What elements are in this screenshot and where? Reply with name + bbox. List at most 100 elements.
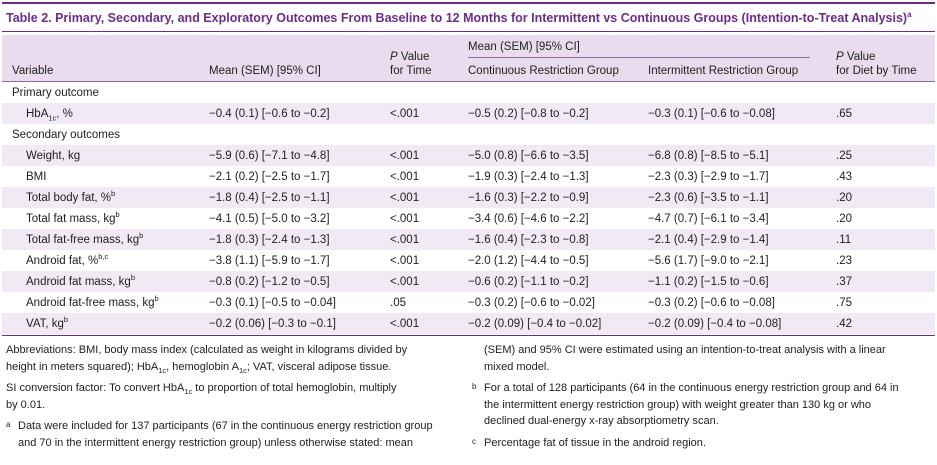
footnote-b-line-2: the intermittent energy restriction grou…	[484, 398, 872, 411]
outcomes-table: Variable Mean (SEM) [95% CI] P Value for…	[2, 35, 935, 336]
si-sub: 1c	[184, 387, 193, 397]
row-continuous: −5.0 (0.8) [−6.6 to −3.5]	[468, 150, 589, 162]
header-p-time-p: P	[390, 51, 398, 63]
row-variable: Android fat-free mass, kgb	[26, 295, 159, 310]
table-row: Android fat-free mass, kgb −0.3 (0.1) [−…	[2, 292, 935, 313]
row-p-time: <.001	[390, 192, 420, 204]
table-row: Total fat-free mass, kgb −1.8 (0.3) [−2.…	[2, 229, 935, 250]
row-intermittent: −1.1 (0.2) [−1.5 to −0.6]	[648, 276, 769, 288]
header-p-diet-value: Value	[846, 51, 876, 63]
row-p-time: .05	[390, 297, 406, 309]
section-secondary-label: Secondary outcomes	[12, 129, 121, 141]
row-footnote: b,c	[98, 252, 109, 262]
footnote-b-text: For a total of 128 participants (64 in t…	[484, 380, 899, 430]
table-header: Variable Mean (SEM) [95% CI] P Value for…	[2, 35, 935, 81]
table-row: HbA1c, % −0.4 (0.1) [−0.6 to −0.2] <.001…	[2, 103, 935, 124]
row-continuous: −0.5 (0.2) [−0.8 to −0.2]	[468, 108, 589, 120]
row-p-diet: .43	[836, 171, 852, 183]
row-intermittent: −2.1 (0.4) [−2.9 to −1.4]	[648, 234, 769, 246]
abbrev-line-2b: , hemoglobin A	[166, 360, 239, 373]
footnote-a-marker: a	[6, 420, 11, 429]
footnote-a: a Data were included for 137 participant…	[6, 418, 466, 451]
row-continuous: −0.6 (0.2) [−1.1 to −0.2]	[468, 276, 589, 288]
row-continuous: −0.3 (0.2) [−0.6 to −0.02]	[468, 297, 595, 309]
header-group-mean: Mean (SEM) [95% CI]	[468, 41, 580, 53]
table-title-text: Table 2. Primary, Secondary, and Explora…	[6, 11, 908, 25]
abbrev-sub-2: 1c	[238, 365, 247, 375]
row-mean: −0.8 (0.2) [−1.2 to −0.5]	[209, 276, 330, 288]
footnote-a-line-2: and 70 in the intermittent energy restri…	[18, 436, 413, 449]
table-row: Android fat, %b,c −3.8 (1.1) [−5.9 to −1…	[2, 250, 935, 271]
abbrev-line-1: Abbreviations: BMI, body mass index (cal…	[6, 344, 408, 356]
abbrev-line-2c: ; VAT, visceral adipose tissue.	[246, 360, 392, 373]
row-mean: −2.1 (0.2) [−2.5 to −1.7]	[209, 171, 330, 183]
row-p-time: <.001	[390, 255, 420, 267]
footnote-b-line-3: declined dual-energy x-ray absorptiometr…	[484, 415, 719, 427]
row-continuous: −1.9 (0.3) [−2.4 to −1.3]	[468, 171, 589, 183]
row-variable: Total body fat, %b	[26, 190, 115, 205]
table-title: Table 2. Primary, Secondary, and Explora…	[2, 2, 935, 32]
row-continuous: −1.6 (0.3) [−2.2 to −0.9]	[468, 192, 589, 204]
row-p-diet: .25	[836, 150, 852, 162]
row-sub: 1c	[48, 113, 57, 123]
row-intermittent: −2.3 (0.6) [−3.5 to −1.1]	[648, 192, 769, 204]
row-mean: −1.8 (0.4) [−2.5 to −1.1]	[209, 192, 330, 204]
row-name: Android fat, %	[26, 255, 99, 267]
row-footnote: b	[139, 231, 144, 241]
header-continuous: Continuous Restriction Group	[468, 65, 619, 77]
row-intermittent: −5.6 (1.7) [−9.0 to −2.1]	[648, 255, 769, 267]
si-line-1a: SI conversion factor: To convert HbA	[6, 382, 185, 394]
row-name: Total fat mass, kg	[26, 213, 116, 225]
row-mean: −1.8 (0.3) [−2.4 to −1.3]	[209, 234, 330, 246]
si-line-2: by 0.01.	[6, 398, 46, 411]
row-name: VAT, kg	[26, 318, 64, 330]
table-row: VAT, kgb −0.2 (0.06) [−0.3 to −0.1] <.00…	[2, 313, 935, 334]
footnote-b-line-1: For a total of 128 participants (64 in t…	[484, 382, 899, 394]
row-p-diet: .37	[836, 276, 852, 288]
header-intermittent: Intermittent Restriction Group	[648, 65, 799, 77]
header-variable: Variable	[12, 65, 54, 77]
row-continuous: −2.0 (1.2) [−4.4 to −0.5]	[468, 255, 589, 267]
table-row: Total fat mass, kgb −4.1 (0.5) [−5.0 to …	[2, 208, 935, 229]
header-p-time-value: Value	[400, 51, 430, 63]
row-p-time: <.001	[390, 234, 420, 246]
table-bottom-rule	[2, 335, 935, 336]
row-mean: −5.9 (0.6) [−7.1 to −4.8]	[209, 150, 330, 162]
footnote-a-line-1: Data were included for 137 participants …	[18, 420, 433, 432]
footnote-c-line-1: Percentage fat of tissue in the android …	[484, 436, 706, 449]
table-row: Total body fat, %b −1.8 (0.4) [−2.5 to −…	[2, 187, 935, 208]
header-mean: Mean (SEM) [95% CI]	[209, 65, 321, 77]
row-name: HbA	[26, 108, 49, 120]
row-p-diet: .20	[836, 192, 852, 204]
row-variable: VAT, kgb	[26, 315, 69, 331]
header-p-diet: P Value for Diet by Time	[836, 50, 917, 78]
row-intermittent: −4.7 (0.7) [−6.1 to −3.4]	[648, 213, 769, 225]
row-variable: HbA1c, %	[26, 107, 73, 123]
footnote-a-line-4: mixed model.	[484, 360, 550, 373]
title-footnote-marker: a	[907, 9, 912, 19]
row-variable: Total fat mass, kgb	[26, 211, 120, 226]
row-intermittent: −0.3 (0.1) [−0.6 to −0.08]	[648, 108, 775, 120]
header-group-divider	[468, 57, 810, 58]
abbrev-line-2a: height in meters squared); HbA	[6, 360, 159, 373]
row-intermittent: −0.2 (0.09) [−0.4 to −0.08]	[648, 318, 782, 330]
row-name: Total body fat, %	[26, 192, 112, 204]
row-mean: −0.4 (0.1) [−0.6 to −0.2]	[209, 108, 330, 120]
row-p-time: <.001	[390, 171, 420, 183]
footnote-c: c Percentage fat of tissue in the androi…	[472, 435, 934, 452]
footnote-b-marker: b	[472, 382, 477, 391]
footnotes-left: Abbreviations: BMI, body mass index (cal…	[6, 342, 466, 451]
section-primary-label: Primary outcome	[12, 87, 99, 99]
row-p-time: <.001	[390, 318, 420, 330]
header-p-time-for: for Time	[390, 65, 432, 77]
row-p-diet: .20	[836, 213, 852, 225]
row-p-diet: .42	[836, 318, 852, 330]
row-mean: −4.1 (0.5) [−5.0 to −3.2]	[209, 213, 330, 225]
row-variable: Android fat, %b,c	[26, 252, 109, 268]
footnote-a-continued: (SEM) and 95% CI were estimated using an…	[472, 342, 934, 375]
header-p-diet-for: for Diet by Time	[836, 65, 917, 77]
footnote-a-text: Data were included for 137 participants …	[18, 418, 433, 451]
row-footnote: b	[63, 315, 69, 325]
table-row: Weight, kg −5.9 (0.6) [−7.1 to −4.8] <.0…	[2, 145, 935, 166]
row-intermittent: −2.3 (0.3) [−2.9 to −1.7]	[648, 171, 769, 183]
